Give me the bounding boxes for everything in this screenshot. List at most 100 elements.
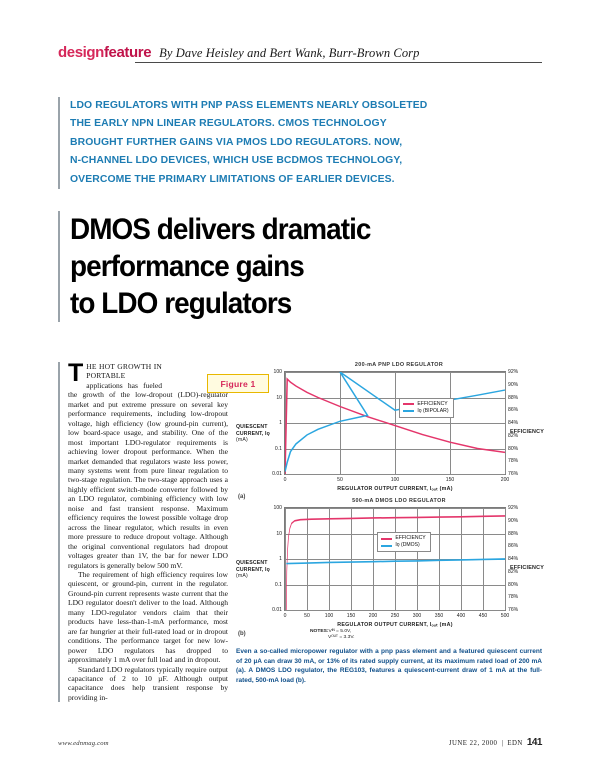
chart-b-xtick: 150 <box>346 613 356 619</box>
chart-b-y2tick: 78% <box>508 594 519 601</box>
chart-a-y2tick: 88% <box>508 394 519 401</box>
chart-a-legend: EFFICIENCY Iǫ (BIPOLAR) <box>399 397 454 418</box>
chart-b-xtick: 100 <box>324 613 334 619</box>
chart-b-ytick: 0.01 <box>272 607 282 613</box>
chart-a-ytick: 10 <box>276 394 282 401</box>
chart-a-y2tick: 86% <box>508 407 519 414</box>
chart-a-series-iq <box>285 372 505 472</box>
chart-a-y2tick: 92% <box>508 369 519 375</box>
chart-a-xtick: 200 <box>500 477 510 483</box>
figure-notes-row: (b) NOTES:Vᴵᴺ = 5.0V, Vᴼᵁᵀ = 3.3V. <box>236 629 542 642</box>
chart-a-block: 200-mA PNP LDO REGULATOR QUIESCENT CURRE… <box>236 362 544 492</box>
footer-issue-info: JUNE 22, 2000 | EDN 141 <box>448 737 543 748</box>
footer-date: JUNE 22, 2000 <box>448 740 498 747</box>
footer-magazine: EDN <box>507 740 523 747</box>
chart-a-curves <box>285 372 505 474</box>
chart-b-xtick: 50 <box>304 613 310 619</box>
chart-b-block: (a) 500-mA DMOS LDO REGULATOR QUIESCENT … <box>236 494 544 628</box>
chart-b-ytick: 1 <box>279 556 282 562</box>
headline-line: DMOS delivers dramatic <box>70 213 371 246</box>
chart-b-y2tick: 82% <box>508 568 519 575</box>
chart-b-x-axis-label: REGULATOR OUTPUT CURRENT, Iₒᵤₜ (mA) <box>337 622 453 628</box>
chart-b-ytick: 0.1 <box>274 581 282 588</box>
legend-swatch-iq <box>403 410 415 412</box>
chart-b-y2tick: 80% <box>508 581 519 588</box>
chart-a-y2-axis-label: EFFICIENCY <box>509 429 544 436</box>
figure-caption: Even a so-called micropower regulator wi… <box>236 648 542 684</box>
headline-line: performance gains <box>70 250 305 283</box>
legend-swatch-efficiency <box>403 403 415 405</box>
chart-b-xtick: 500 <box>500 613 510 619</box>
chart-a-legend-item: EFFICIENCY <box>403 401 448 408</box>
chart-b-y-axis-label: QUIESCENT CURRENT, Iǫ (mA) <box>236 560 270 580</box>
drop-cap: T <box>68 359 84 387</box>
body-paragraph-1: T HE HOT GROWTH IN PORTABLE applications … <box>68 359 228 570</box>
headline-line: to LDO regulators <box>70 287 292 320</box>
chart-b-y2tick: 84% <box>508 556 519 562</box>
chart-a-xtick: 150 <box>445 477 455 483</box>
legend-label: Iǫ (BIPOLAR) <box>417 407 449 414</box>
chart-b-title: 500-mA DMOS LDO REGULATOR <box>352 498 446 504</box>
chart-a-ytick: 0.01 <box>272 471 282 477</box>
chart-a-y2tick: 84% <box>508 420 519 426</box>
chart-a-y2tick: 80% <box>508 445 519 452</box>
byline: By Dave Heisley and Bert Wank, Burr-Brow… <box>159 46 420 60</box>
body-paragraph-3: Standard LDO regulators typically requir… <box>68 664 228 702</box>
chart-b-xtick: 0 <box>283 613 287 619</box>
deck-line: BROUGHT FURTHER GAINS VIA PMOS LDO REGUL… <box>70 136 403 148</box>
chart-b-y2tick: 88% <box>508 530 519 537</box>
chart-a-y2tick: 78% <box>508 458 519 465</box>
deck-line: OVERCOME THE PRIMARY LIMITATIONS OF EARL… <box>70 173 395 185</box>
masthead: designfeature By Dave Heisley and Bert W… <box>58 44 542 61</box>
figure-callout-badge[interactable]: Figure 1 <box>207 374 269 393</box>
chart-a-y-axis-label: QUIESCENT CURRENT, Iǫ (mA) <box>236 424 270 444</box>
masthead-rule <box>135 62 542 63</box>
notes-line-1: Vᴵᴺ = 5.0V, <box>328 629 352 634</box>
legend-label: EFFICIENCY <box>395 535 426 542</box>
deck-line: THE EARLY NPN LINEAR REGULATORS. CMOS TE… <box>70 118 387 130</box>
deck-line: LDO REGULATORS WITH PNP PASS ELEMENTS NE… <box>70 100 428 111</box>
department-label: designfeature <box>58 44 152 61</box>
chart-b-xtick: 250 <box>390 613 400 619</box>
chart-b-ytick: 10 <box>276 530 282 537</box>
chart-a-xtick: 100 <box>390 477 400 483</box>
chart-b-xtick: 350 <box>434 613 444 619</box>
notes-label: NOTES: <box>310 629 329 634</box>
chart-b-series-efficiency <box>285 515 505 610</box>
chart-a-plot-area: QUIESCENT CURRENT, Iǫ (mA) EFFICIENCY <box>236 369 544 492</box>
chart-b-y2-axis-label: EFFICIENCY <box>509 565 544 572</box>
chart-a-y2tick: 90% <box>508 381 519 388</box>
chart-a-ytick: 1 <box>279 420 282 426</box>
chart-b-curves <box>285 515 505 610</box>
page-footer: www.ednmag.com JUNE 22, 2000 | EDN 141 <box>58 737 543 748</box>
footer-page-number: 141 <box>526 737 543 748</box>
legend-swatch-iq <box>381 545 393 547</box>
chart-a-ytick: 100 <box>273 369 283 375</box>
chart-b-y2tick: 86% <box>508 543 519 550</box>
chart-a-x-axis-label: REGULATOR OUTPUT CURRENT, Iₒᵤₜ (mA) <box>337 486 453 492</box>
chart-a-series-efficiency <box>285 377 505 474</box>
body-paragraph-1-text: applications has fueled the growth of th… <box>68 380 228 570</box>
chart-a-y2tick: 76% <box>508 471 519 477</box>
footer-website[interactable]: www.ednmag.com <box>58 740 109 747</box>
chart-a-plot: 100 92% 90% 10 88% 86% 1 84% 82% 0.1 80% 78%… <box>272 369 518 483</box>
legend-label: Iǫ (DMOS) <box>395 542 420 549</box>
chart-a-y2tick: 82% <box>508 432 519 439</box>
chart-b-xtick: 200 <box>368 613 378 619</box>
chart-a-xtick: 0 <box>283 477 287 483</box>
chart-b-y2tick: 92% <box>508 505 519 511</box>
deck-line: N-CHANNEL LDO DEVICES, WHICH USE BCDMOS … <box>70 155 403 167</box>
figure-letter-b: (b) <box>238 631 246 637</box>
chart-b-legend-item: EFFICIENCY <box>381 535 426 542</box>
legend-label: EFFICIENCY <box>417 400 448 407</box>
chart-b-legend-item: Iǫ (DMOS) <box>381 542 425 549</box>
chart-b-ytick: 100 <box>273 505 283 511</box>
figure-notes: NOTES:Vᴵᴺ = 5.0V, Vᴼᵁᵀ = 3.3V. <box>310 629 542 641</box>
article-deck: LDO REGULATORS WITH PNP PASS ELEMENTS NE… <box>58 97 540 190</box>
chart-b-y2tick: 76% <box>508 607 519 613</box>
chart-a-title: 200-mA PNP LDO REGULATOR <box>354 362 444 368</box>
chart-a-xtick: 50 <box>337 477 343 483</box>
chart-b-y2tick: 90% <box>508 517 519 524</box>
notes-line-2: Vᴼᵁᵀ = 3.3V. <box>328 634 355 640</box>
